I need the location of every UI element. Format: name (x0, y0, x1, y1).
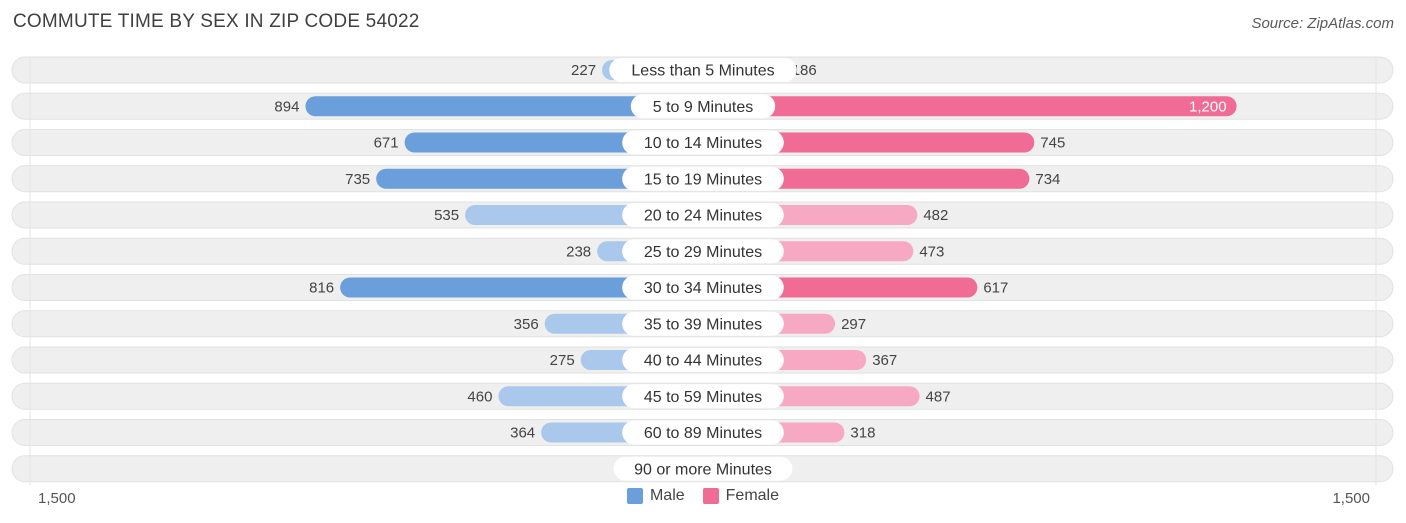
category-pill (622, 166, 784, 191)
category-label: 60 to 89 Minutes (644, 425, 762, 442)
female-bar (703, 132, 1035, 153)
category-pill (622, 384, 784, 409)
legend-label-female: Female (725, 487, 780, 504)
female-value-label: 318 (850, 425, 875, 442)
female-value-label: 186 (792, 62, 817, 79)
female-value-label: 1,200 (1189, 98, 1227, 115)
male-value-label: 894 (274, 98, 299, 115)
category-pill (609, 58, 797, 82)
axis-left-label: 1,500 (38, 490, 76, 507)
category-pill (622, 239, 784, 264)
female-value-label: 734 (1035, 171, 1060, 188)
male-value-label: 238 (566, 243, 591, 260)
male-bar (376, 168, 703, 189)
female-value-label: 297 (841, 316, 866, 333)
male-value-label: 816 (309, 280, 334, 297)
category-label: 15 to 19 Minutes (644, 171, 762, 188)
chart-canvas: 227 186 Less than 5 Minutes 894 1,200 5 to 9 … (11, 56, 1394, 485)
female-value-label: 487 (926, 388, 951, 405)
category-label: 30 to 34 Minutes (644, 280, 762, 297)
category-label: 10 to 14 Minutes (644, 135, 762, 152)
female-bar (703, 168, 1030, 189)
category-label: 90 or more Minutes (634, 461, 772, 478)
category-pill (622, 348, 784, 372)
male-value-label: 364 (510, 425, 535, 442)
male-value-label: 535 (434, 207, 459, 224)
female-value-label: 482 (923, 207, 948, 224)
chart-legend: Male Female (0, 487, 1406, 505)
legend-item-female: Female (702, 487, 780, 505)
source-credit: Source: ZipAtlas.com (1251, 15, 1394, 32)
male-value-label: 356 (514, 316, 539, 333)
male-bar (340, 277, 703, 298)
legend-swatch-male (626, 488, 643, 504)
male-value-label: 735 (345, 171, 370, 188)
category-label: 25 to 29 Minutes (644, 244, 762, 261)
axis-right-label: 1,500 (1332, 490, 1370, 507)
category-label: 45 to 59 Minutes (644, 389, 762, 406)
category-pill (622, 275, 784, 300)
category-pill (613, 456, 793, 481)
male-value-label: 460 (467, 388, 492, 405)
chart-title: COMMUTE TIME BY SEX IN ZIP CODE 54022 (13, 11, 420, 32)
male-value-label: 671 (374, 135, 399, 152)
legend-swatch-female (702, 488, 719, 504)
female-bar (703, 96, 1237, 117)
category-pill (622, 130, 784, 155)
female-value-label: 617 (983, 280, 1008, 297)
category-label: 5 to 9 Minutes (653, 99, 754, 116)
category-label: Less than 5 Minutes (631, 63, 774, 80)
male-value-label: 227 (571, 62, 596, 79)
category-pill (622, 311, 784, 336)
female-value-label: 473 (919, 243, 944, 260)
category-label: 35 to 39 Minutes (644, 316, 762, 333)
category-label: 20 to 24 Minutes (644, 208, 762, 225)
category-label: 40 to 44 Minutes (644, 353, 762, 370)
female-value-label: 745 (1040, 135, 1065, 152)
legend-item-male: Male (626, 487, 685, 505)
legend-label-male: Male (649, 487, 685, 504)
female-value-label: 367 (872, 352, 897, 369)
category-pill (622, 203, 784, 227)
category-pill (622, 420, 784, 445)
category-pill (630, 94, 776, 119)
male-value-label: 275 (550, 352, 575, 369)
male-bar (305, 96, 703, 117)
